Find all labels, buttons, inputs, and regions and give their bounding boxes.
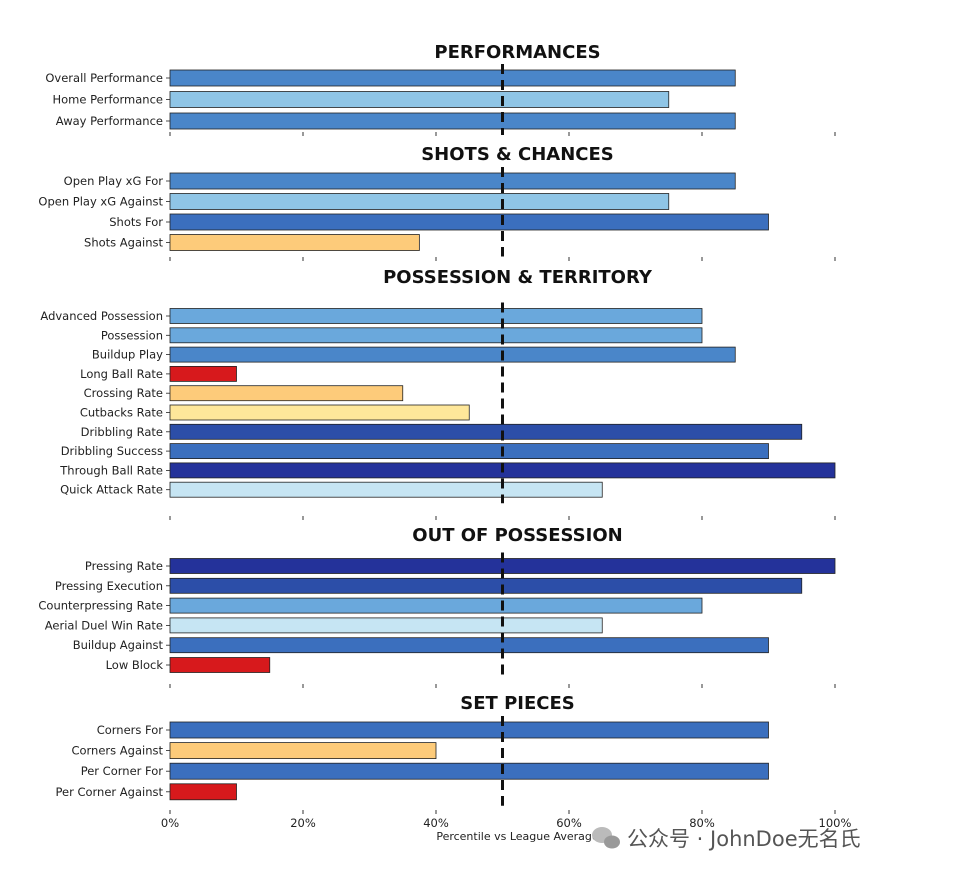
category-label: Corners For [97,723,164,737]
bar [169,657,271,673]
category-label: Possession [101,328,163,342]
category-label: Buildup Against [73,638,164,652]
category-label: Through Ball Rate [59,463,163,477]
x-tick-label: 100% [819,816,852,830]
bar [169,69,736,87]
category-label: Overall Performance [45,71,163,85]
category-label: Buildup Play [92,348,163,362]
wechat-icon [592,827,620,849]
category-label: Crossing Rate [84,386,163,400]
bar [169,308,703,324]
category-label: Long Ball Rate [80,367,163,381]
bar [169,721,769,739]
bar [169,597,703,614]
category-label: Home Performance [53,93,164,107]
x-tick-label: 20% [290,816,316,830]
category-label: Pressing Rate [85,559,163,573]
bar [169,346,736,363]
category-label: Open Play xG For [64,174,164,188]
bar [169,443,769,460]
x-tick-label: 80% [689,816,715,830]
category-label: Aerial Duel Win Rate [45,618,163,632]
panel-title: OUT OF POSSESSION [412,525,622,546]
category-label: Shots For [109,215,163,229]
category-label: Shots Against [84,236,163,250]
category-label: Dribbling Rate [81,425,163,439]
panel-title: POSSESSION & TERRITORY [383,267,653,288]
category-label: Cutbacks Rate [80,406,163,420]
bar [169,762,769,780]
bar [169,193,670,210]
bar [169,617,603,634]
category-label: Pressing Execution [55,579,163,593]
bar [169,742,437,759]
panel-title: SET PIECES [460,693,574,714]
bar [169,404,470,421]
x-axis-label: Percentile vs League Average [436,830,599,843]
category-label: Quick Attack Rate [60,483,163,497]
bar [169,423,803,440]
bar [169,481,603,498]
bar [169,234,420,251]
bar [169,213,769,231]
category-label: Dribbling Success [61,444,163,458]
bar [169,327,703,344]
x-tick-label: 0% [161,816,179,830]
category-label: Advanced Possession [40,309,163,323]
category-label: Per Corner For [81,764,164,778]
panel-title: PERFORMANCES [434,42,600,63]
bar [169,172,736,190]
bar [169,783,237,801]
bar [169,385,404,402]
category-label: Open Play xG Against [38,195,163,209]
category-label: Corners Against [71,744,163,758]
x-tick-label: 40% [423,816,449,830]
watermark-text: 公众号 · JohnDoe无名氏 [627,827,861,851]
x-tick-label: 60% [556,816,582,830]
category-label: Per Corner Against [55,785,163,799]
category-label: Away Performance [56,114,163,128]
bar [169,91,670,108]
bar [169,112,736,130]
category-label: Low Block [106,658,164,672]
bar [169,365,237,382]
bar [169,637,769,654]
category-label: Counterpressing Rate [38,599,163,613]
bar [169,577,803,594]
panel-title: SHOTS & CHANCES [421,144,614,165]
